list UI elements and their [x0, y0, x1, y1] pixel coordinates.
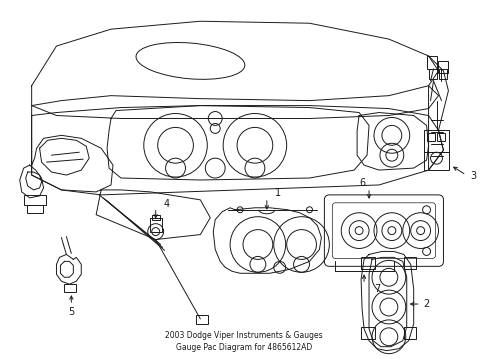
Text: 4: 4	[163, 199, 169, 209]
Text: 2003 Dodge Viper Instruments & Gauges
Gauge Pac Diagram for 4865612AD: 2003 Dodge Viper Instruments & Gauges Ga…	[165, 331, 322, 352]
Bar	[427, 69, 436, 79]
Bar	[149, 218, 162, 231]
Bar	[426, 56, 436, 69]
Bar	[360, 257, 374, 269]
Bar	[64, 284, 76, 292]
Text: 3: 3	[469, 171, 475, 181]
Bar	[423, 130, 448, 152]
Bar	[403, 257, 415, 269]
Text: 7: 7	[373, 284, 380, 294]
Text: 6: 6	[358, 178, 365, 188]
Bar	[24, 195, 45, 205]
Bar	[439, 69, 447, 79]
Bar	[27, 205, 42, 213]
Bar	[423, 152, 448, 170]
Bar	[151, 215, 160, 220]
Bar	[196, 315, 208, 324]
Bar	[426, 133, 434, 141]
Bar	[403, 327, 415, 339]
Bar	[438, 61, 447, 73]
Text: 1: 1	[274, 188, 280, 198]
Bar	[360, 327, 374, 339]
Text: 2: 2	[423, 299, 429, 309]
Text: 5: 5	[68, 307, 74, 317]
Bar	[437, 133, 445, 141]
